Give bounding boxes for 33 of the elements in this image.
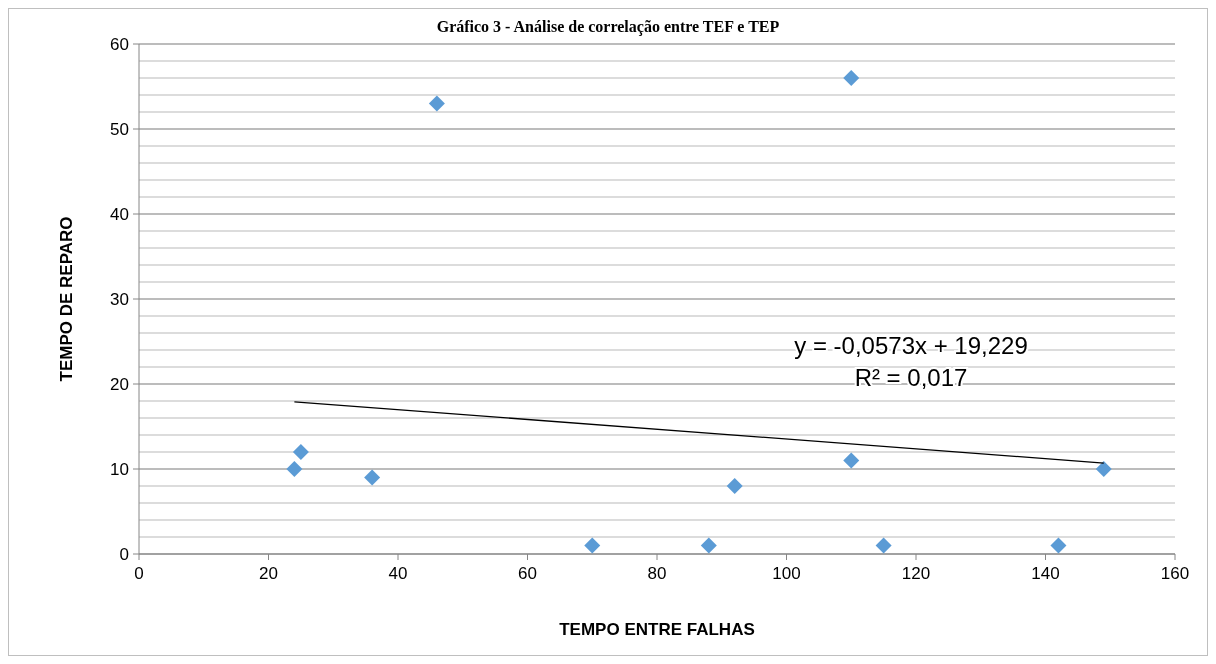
point [286, 461, 303, 477]
point [364, 469, 381, 486]
x-tick-label: 20 [259, 564, 278, 583]
y-tick-label: 20 [110, 374, 129, 394]
y-tick-label: 0 [119, 544, 129, 564]
point [843, 452, 860, 469]
y-tick-label: 50 [110, 119, 129, 139]
point [1050, 537, 1067, 554]
x-tick-label: 0 [134, 564, 144, 583]
x-axis-title: TEMPO ENTRE FALHAS [559, 620, 755, 639]
y-tick-label: 40 [110, 204, 129, 224]
x-tick-label: 140 [1031, 564, 1060, 583]
point [292, 444, 309, 460]
annotation: y = -0,0573x + 19,229 [794, 332, 1028, 359]
x-tick-label: 60 [518, 564, 537, 583]
x-tick-label: 80 [647, 564, 667, 583]
y-tick-label: 60 [110, 34, 129, 54]
y-tick-label: 30 [110, 289, 129, 309]
point [700, 537, 717, 554]
x-tick-label: 160 [1160, 564, 1190, 583]
point [726, 478, 743, 494]
point [428, 95, 445, 112]
x-tick-label: 40 [388, 564, 408, 583]
x-tick-label: 120 [901, 564, 931, 583]
point [843, 70, 860, 86]
x-tick-label: 100 [772, 564, 801, 583]
y-axis-title: TEMPO DE REPARO [57, 216, 76, 382]
annotation: R² = 0,017 [854, 364, 968, 391]
y-tick-label: 10 [110, 459, 129, 479]
point [584, 537, 601, 554]
chart-title: Gráfico 3 - Análise de correlação entre TEF e TEP [436, 18, 780, 36]
point [875, 537, 892, 554]
point [1095, 461, 1112, 477]
